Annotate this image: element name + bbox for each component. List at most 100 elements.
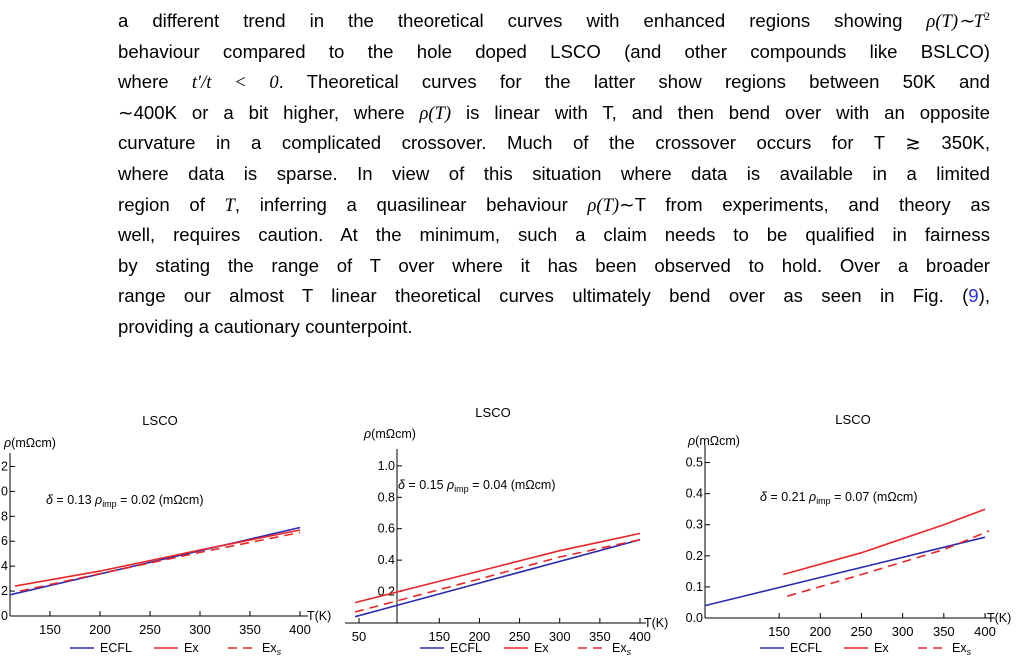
chart-annotation: δ = 0.15 ρimp = 0.04 (mΩcm) xyxy=(398,478,556,494)
legend-label: ECFL xyxy=(450,641,482,655)
y-axis-label-unit: (mΩcm) xyxy=(11,436,56,450)
y-axis-label-unit: (mΩcm) xyxy=(371,427,416,441)
legend-label: Ex xyxy=(534,641,549,655)
x-tick-label: 200 xyxy=(89,622,111,637)
legend-label: Ex xyxy=(184,641,199,655)
y-tick-label: 0.0 xyxy=(686,611,703,625)
series-line-ecfl xyxy=(354,538,641,618)
legend-label-name: ECFL xyxy=(790,641,822,655)
y-axis-label-unit: (mΩcm) xyxy=(695,434,740,448)
legend-label-name: Ex xyxy=(952,641,967,655)
legend-label-subscript: s xyxy=(627,647,632,657)
x-tick-label: 400 xyxy=(974,624,996,639)
y-tick-label: 0.6 xyxy=(0,534,8,548)
annotation-rho-subscript: imp xyxy=(454,484,469,494)
legend-label-name: ECFL xyxy=(450,641,482,655)
y-axis-label-symbol: ρ xyxy=(687,434,695,448)
x-tick-label: 250 xyxy=(509,629,531,644)
x-tick-label: 350 xyxy=(589,629,611,644)
annotation-rho-value: = 0.02 (mΩcm) xyxy=(117,493,204,507)
x-tick-label: 150 xyxy=(428,629,450,644)
chart-panel-1: LSCOρ(mΩcm)T(K)1502002503003504000.00.20… xyxy=(0,413,331,657)
text-line: providing a cautionary counterpoint. xyxy=(118,315,413,337)
chart-legend: ECFL Ex Exs xyxy=(420,641,632,657)
annotation-delta-value: = 0.21 xyxy=(767,490,809,504)
legend-label-name: Ex xyxy=(612,641,627,655)
x-tick-label: 250 xyxy=(139,622,161,637)
series-line-ex xyxy=(14,529,301,587)
legend-label-subscript: s xyxy=(277,647,282,657)
annotation-delta-value: = 0.15 xyxy=(405,478,447,492)
y-tick-label: 0.5 xyxy=(686,456,703,470)
chart-legend: ECFL Ex Exs xyxy=(70,641,282,657)
text-line: where t′/t < 0. Theoretical curves for t… xyxy=(118,71,990,94)
y-tick-label: 0.8 xyxy=(378,490,395,504)
annotation-rho-symbol: ρ xyxy=(808,490,816,504)
y-tick-label: 0.4 xyxy=(378,553,395,567)
x-tick-label: 350 xyxy=(239,622,261,637)
figure-row: LSCOρ(mΩcm)T(K)1502002503003504000.00.20… xyxy=(0,405,1034,667)
x-tick-label: 250 xyxy=(851,624,873,639)
series-line-ex xyxy=(782,508,986,576)
annotation-delta-symbol: δ xyxy=(398,478,406,492)
y-axis-label-symbol: ρ xyxy=(363,427,371,441)
x-axis-label: T(K) xyxy=(987,611,1011,625)
legend-label-subscript: s xyxy=(967,647,972,657)
x-tick-label: 300 xyxy=(549,629,571,644)
x-tick-label: 300 xyxy=(189,622,211,637)
x-axis-label: T(K) xyxy=(307,609,331,623)
figure-reference-link[interactable]: 9 xyxy=(968,285,979,307)
text-line: curvature in a complicated crossover. Mu… xyxy=(118,132,991,155)
chart-legend: ECFL Ex Exs xyxy=(760,641,972,657)
y-tick-label: 0.6 xyxy=(378,522,395,536)
y-tick-label: 1.2 xyxy=(0,459,8,473)
x-tick-label: 150 xyxy=(39,622,61,637)
annotation-rho-symbol: ρ xyxy=(94,493,102,507)
y-tick-label: 0.4 xyxy=(686,487,703,501)
x-tick-label: 400 xyxy=(629,629,651,644)
annotation-delta-symbol: δ xyxy=(46,493,54,507)
y-tick-label: 0.2 xyxy=(686,549,703,563)
series-line-exs xyxy=(787,530,990,597)
body-paragraph: a different trend in the theoretical cur… xyxy=(118,6,990,343)
y-axis-label: ρ(mΩcm) xyxy=(3,436,56,450)
text-line: by stating the range of T over where it … xyxy=(118,254,990,276)
legend-label-name: ECFL xyxy=(100,641,132,655)
x-tick-label: 200 xyxy=(809,624,831,639)
annotation-delta-symbol: δ xyxy=(760,490,768,504)
y-tick-label: 1.0 xyxy=(0,484,8,498)
x-tick-label: 50 xyxy=(352,629,366,644)
x-tick-label: 300 xyxy=(892,624,914,639)
x-tick-label: 150 xyxy=(768,624,790,639)
chart-title: LSCO xyxy=(475,405,510,420)
chart-title: LSCO xyxy=(142,413,177,428)
y-axis-label-symbol: ρ xyxy=(3,436,11,450)
legend-label-name: Ex xyxy=(184,641,199,655)
text-line: range our almost T linear theoretical cu… xyxy=(118,285,990,307)
legend-label: Exs xyxy=(262,641,282,657)
series-line-ecfl xyxy=(704,536,986,607)
annotation-rho-symbol: ρ xyxy=(446,478,454,492)
chart-annotation: δ = 0.21 ρimp = 0.07 (mΩcm) xyxy=(760,490,918,506)
y-tick-label: 0.4 xyxy=(0,559,8,573)
y-tick-label: 0.1 xyxy=(686,580,703,594)
chart-annotation: δ = 0.13 ρimp = 0.02 (mΩcm) xyxy=(46,493,204,509)
x-axis-label: T(K) xyxy=(644,616,668,630)
legend-label-name: Ex xyxy=(874,641,889,655)
annotation-rho-subscript: imp xyxy=(816,496,831,506)
annotation-rho-value: = 0.07 (mΩcm) xyxy=(831,490,918,504)
y-axis-label: ρ(mΩcm) xyxy=(687,434,740,448)
y-axis-label: ρ(mΩcm) xyxy=(363,427,416,441)
annotation-rho-value: = 0.04 (mΩcm) xyxy=(469,478,556,492)
text-line: where data is sparse. In view of this si… xyxy=(118,162,990,184)
x-tick-label: 350 xyxy=(933,624,955,639)
annotation-rho-subscript: imp xyxy=(102,499,117,509)
series-line-exs xyxy=(354,538,641,613)
text-line: behaviour compared to the hole doped LSC… xyxy=(118,40,990,62)
y-tick-label: 0.0 xyxy=(0,609,8,623)
text-line: a different trend in the theoretical cur… xyxy=(118,8,990,32)
series-line-ex xyxy=(354,532,641,604)
chart-title: LSCO xyxy=(835,412,870,427)
